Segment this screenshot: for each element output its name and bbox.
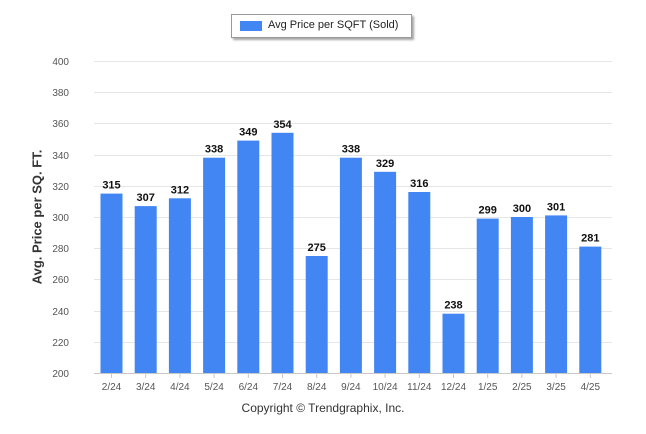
bar[interactable] bbox=[100, 193, 123, 373]
data-label: 315 bbox=[102, 180, 120, 192]
data-label: 354 bbox=[273, 119, 292, 131]
y-tick-label: 400 bbox=[52, 57, 69, 68]
bar[interactable] bbox=[339, 157, 362, 373]
y-tick-label: 320 bbox=[52, 182, 69, 193]
y-axis-label: Avg. Price per SQ. FT. bbox=[29, 149, 45, 285]
bar[interactable] bbox=[545, 215, 568, 373]
y-tick-label: 240 bbox=[52, 307, 69, 318]
y-tick-label: 220 bbox=[52, 338, 69, 349]
legend-swatch bbox=[240, 21, 262, 31]
x-tick-label: 8/24 bbox=[307, 382, 327, 393]
bar[interactable] bbox=[271, 132, 294, 373]
y-axis-ticks: 200 220 240 260 280 300 320 340 360 380 400 bbox=[52, 57, 69, 380]
legend-label: Avg Price per SQFT (Sold) bbox=[268, 19, 399, 31]
y-tick-label: 280 bbox=[52, 244, 69, 255]
x-tick-label: 11/24 bbox=[407, 382, 432, 393]
y-tick-label: 360 bbox=[52, 119, 69, 130]
bar[interactable] bbox=[305, 256, 328, 373]
y-tick-label: 260 bbox=[52, 275, 69, 286]
bar[interactable] bbox=[476, 218, 499, 373]
x-tick-label: 7/24 bbox=[273, 382, 293, 393]
data-label: 300 bbox=[513, 203, 531, 215]
x-tick-label: 9/24 bbox=[341, 382, 361, 393]
x-tick-label: 5/24 bbox=[204, 382, 224, 393]
y-tick-label: 380 bbox=[52, 88, 69, 99]
x-tick-label: 10/24 bbox=[373, 382, 398, 393]
x-tick-label: 3/25 bbox=[546, 382, 566, 393]
data-label: 329 bbox=[376, 158, 394, 170]
data-label: 275 bbox=[308, 242, 326, 254]
bar[interactable] bbox=[408, 192, 431, 373]
y-tick-label: 200 bbox=[52, 369, 69, 380]
x-axis-ticks: 2/24 3/24 4/24 5/24 6/24 7/24 8/24 9/24 10/24 11/… bbox=[102, 373, 601, 393]
x-tick-label: 4/25 bbox=[581, 382, 601, 393]
x-tick-label: 2/24 bbox=[102, 382, 122, 393]
bar[interactable] bbox=[168, 198, 191, 373]
bar[interactable] bbox=[134, 206, 157, 373]
y-tick-label: 340 bbox=[52, 151, 69, 162]
data-label: 307 bbox=[137, 192, 155, 204]
copyright-text: Copyright © Trendgraphix, Inc. bbox=[241, 401, 405, 415]
data-label: 338 bbox=[205, 144, 223, 156]
x-tick-label: 1/25 bbox=[478, 382, 498, 393]
x-tick-label: 4/24 bbox=[170, 382, 190, 393]
data-label: 312 bbox=[171, 184, 189, 196]
bar[interactable] bbox=[203, 157, 226, 373]
data-label: 281 bbox=[581, 233, 599, 245]
bar[interactable] bbox=[442, 313, 465, 373]
y-tick-label: 300 bbox=[52, 213, 69, 224]
legend[interactable]: Avg Price per SQFT (Sold) bbox=[231, 14, 412, 38]
bars bbox=[100, 132, 602, 373]
data-label: 338 bbox=[342, 144, 360, 156]
x-tick-label: 2/25 bbox=[512, 382, 532, 393]
x-tick-label: 3/24 bbox=[136, 382, 156, 393]
x-tick-label: 12/24 bbox=[441, 382, 466, 393]
data-labels: 315 307 312 338 349 354 275 338 329 316 238 299 300 3… bbox=[102, 119, 599, 312]
data-label: 349 bbox=[239, 127, 257, 139]
x-tick-label: 6/24 bbox=[239, 382, 259, 393]
data-label: 301 bbox=[547, 201, 565, 213]
bar[interactable] bbox=[374, 171, 397, 373]
data-label: 316 bbox=[410, 178, 428, 190]
bar[interactable] bbox=[237, 140, 260, 373]
data-label: 238 bbox=[444, 300, 462, 312]
bar[interactable] bbox=[510, 217, 533, 373]
bar[interactable] bbox=[579, 246, 602, 373]
data-label: 299 bbox=[479, 205, 497, 217]
